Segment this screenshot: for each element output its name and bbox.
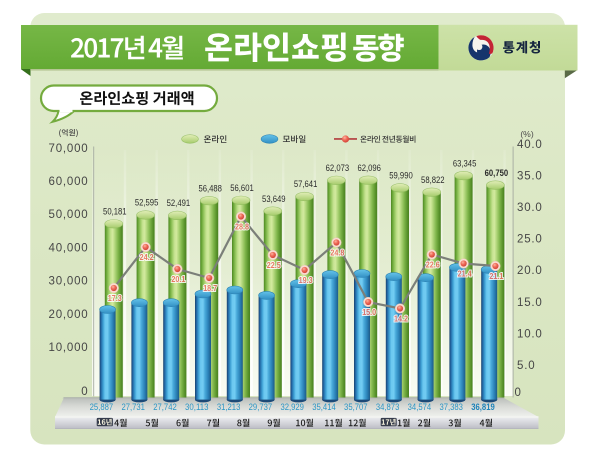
svg-text:20,000: 20,000 (49, 309, 89, 321)
svg-text:57,641: 57,641 (294, 179, 318, 189)
svg-text:56,601: 56,601 (230, 183, 254, 193)
svg-text:27,742: 27,742 (153, 402, 177, 412)
svg-text:(%): (%) (520, 129, 534, 139)
svg-text:32,929: 32,929 (280, 402, 304, 412)
svg-text:37,383: 37,383 (439, 402, 463, 412)
svg-text:21.1: 21.1 (489, 272, 503, 281)
svg-text:15.0: 15.0 (362, 308, 376, 317)
svg-text:52,491: 52,491 (167, 198, 191, 208)
svg-text:17.3: 17.3 (108, 294, 122, 303)
svg-text:20.0: 20.0 (517, 265, 543, 277)
svg-text:0: 0 (515, 387, 521, 399)
svg-text:35.0: 35.0 (517, 170, 543, 182)
svg-text:29,737: 29,737 (249, 402, 273, 412)
svg-text:10.0: 10.0 (517, 328, 543, 340)
svg-text:10,000: 10,000 (49, 342, 89, 354)
svg-text:24.8: 24.8 (330, 249, 344, 258)
svg-text:70,000: 70,000 (49, 143, 89, 155)
svg-text:22.5: 22.5 (267, 261, 281, 270)
svg-text:40.0: 40.0 (517, 139, 543, 151)
svg-text:34,873: 34,873 (376, 402, 400, 412)
svg-text:62,096: 62,096 (357, 163, 381, 173)
svg-text:62,073: 62,073 (326, 163, 350, 173)
svg-text:52,595: 52,595 (135, 198, 159, 208)
svg-text:30,113: 30,113 (185, 402, 209, 412)
svg-text:60,000: 60,000 (49, 176, 89, 188)
svg-text:30,000: 30,000 (49, 276, 89, 288)
svg-text:21.4: 21.4 (458, 270, 472, 279)
svg-text:36,819: 36,819 (471, 402, 495, 412)
svg-text:58,822: 58,822 (421, 175, 445, 185)
svg-text:63,345: 63,345 (453, 158, 477, 168)
svg-text:60,750: 60,750 (485, 168, 509, 178)
svg-text:27,731: 27,731 (121, 402, 145, 412)
svg-text:31,213: 31,213 (217, 402, 241, 412)
svg-text:15.0: 15.0 (517, 297, 543, 309)
svg-text:20.1: 20.1 (171, 275, 185, 284)
svg-text:28.8: 28.8 (235, 223, 249, 232)
svg-text:30.0: 30.0 (517, 202, 543, 214)
svg-text:53,649: 53,649 (262, 194, 286, 204)
svg-text:0: 0 (81, 386, 88, 398)
svg-text:50,181: 50,181 (103, 207, 127, 217)
svg-text:19.3: 19.3 (299, 276, 313, 285)
svg-text:50,000: 50,000 (49, 209, 89, 221)
svg-text:59,990: 59,990 (389, 171, 413, 181)
svg-text:5.0: 5.0 (517, 360, 535, 372)
svg-text:56,488: 56,488 (198, 183, 222, 193)
svg-text:18.7: 18.7 (203, 284, 217, 293)
svg-text:25,887: 25,887 (90, 402, 114, 412)
svg-text:25.0: 25.0 (517, 234, 543, 246)
svg-text:22.6: 22.6 (426, 261, 440, 270)
svg-text:35,707: 35,707 (344, 402, 368, 412)
svg-text:35,414: 35,414 (312, 402, 336, 412)
svg-text:24.2: 24.2 (140, 253, 154, 262)
svg-text:40,000: 40,000 (49, 242, 89, 254)
svg-text:14.2: 14.2 (394, 315, 408, 324)
svg-text:34,574: 34,574 (408, 402, 432, 412)
